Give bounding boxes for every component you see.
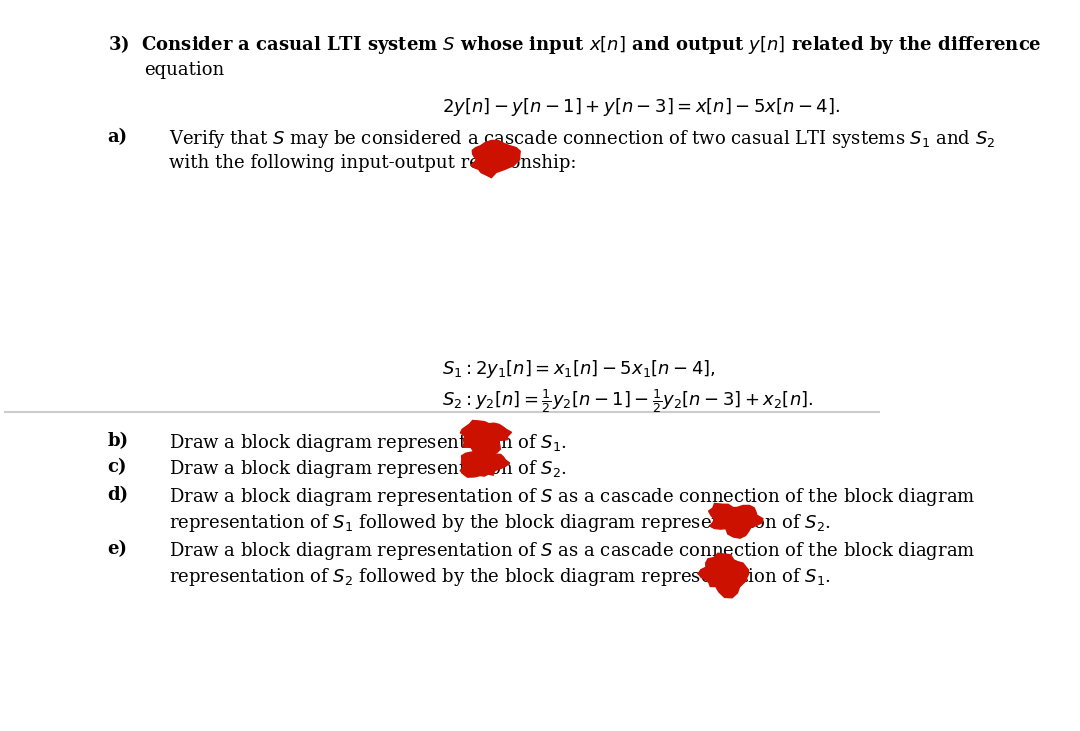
- Text: Draw a block diagram representation of $S$ as a cascade connection of the block : Draw a block diagram representation of $…: [168, 486, 975, 508]
- Text: Draw a block diagram representation of $S_2$.: Draw a block diagram representation of $…: [168, 458, 567, 480]
- Polygon shape: [460, 420, 512, 455]
- Text: 3)  Consider a casual LTI system $S$ whose input $x[n]$ and output $y[n]$ relate: 3) Consider a casual LTI system $S$ whos…: [108, 33, 1041, 56]
- Text: b): b): [108, 432, 129, 450]
- Text: c): c): [108, 458, 127, 476]
- Text: Draw a block diagram representation of $S_1$.: Draw a block diagram representation of $…: [168, 432, 567, 454]
- Text: Verify that $S$ may be considered a cascade connection of two casual LTI systems: Verify that $S$ may be considered a casc…: [168, 129, 996, 151]
- Polygon shape: [471, 140, 521, 178]
- Text: $S_2: y_2[n] = \frac{1}{2}y_2[n-1] - \frac{1}{2}y_2[n-3] + x_2[n].$: $S_2: y_2[n] = \frac{1}{2}y_2[n-1] - \fr…: [443, 387, 813, 415]
- Text: with the following input-output relationship:: with the following input-output relation…: [168, 154, 577, 172]
- Text: a): a): [108, 129, 127, 146]
- Polygon shape: [708, 504, 762, 538]
- Polygon shape: [460, 452, 510, 477]
- Text: Draw a block diagram representation of $S$ as a cascade connection of the block : Draw a block diagram representation of $…: [168, 540, 975, 562]
- Polygon shape: [699, 553, 748, 598]
- Text: $2y[n] - y[n-1] + y[n-3] = x[n] - 5x[n-4].$: $2y[n] - y[n-1] + y[n-3] = x[n] - 5x[n-4…: [443, 96, 840, 118]
- Text: representation of $S_2$ followed by the block diagram representation of $S_1$.: representation of $S_2$ followed by the …: [168, 567, 831, 588]
- Text: representation of $S_1$ followed by the block diagram representation of $S_2$.: representation of $S_1$ followed by the …: [168, 512, 831, 534]
- Text: e): e): [108, 540, 127, 558]
- Text: $S_1: 2y_1[n] = x_1[n] - 5x_1[n-4],$: $S_1: 2y_1[n] = x_1[n] - 5x_1[n-4],$: [443, 358, 716, 380]
- Text: d): d): [108, 486, 129, 504]
- Text: equation: equation: [145, 61, 225, 78]
